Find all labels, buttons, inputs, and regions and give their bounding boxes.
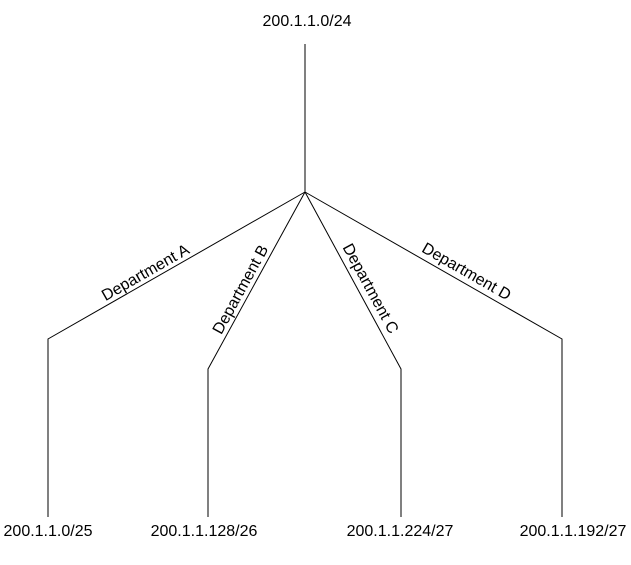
- branch-a-department-label: Department A: [99, 241, 193, 305]
- branch-d-line: [304, 191, 563, 517]
- branch-a-subnet-label: 200.1.1.0/25: [4, 523, 93, 540]
- branch-c-department-label: Department C: [339, 241, 401, 337]
- branch-b-line: [207, 191, 306, 517]
- branch-b-department-label: Department B: [210, 242, 272, 337]
- branch-c-subnet-label: 200.1.1.224/27: [347, 523, 454, 540]
- branch-d-subnet-label: 200.1.1.192/27: [520, 523, 627, 540]
- branch-b-subnet-label: 200.1.1.128/26: [151, 523, 258, 540]
- branch-a-line: [47, 191, 306, 517]
- branch-d-department-label: Department D: [419, 240, 514, 304]
- branch-c-line: [304, 191, 402, 517]
- root-subnet-label: 200.1.1.0/24: [263, 13, 352, 30]
